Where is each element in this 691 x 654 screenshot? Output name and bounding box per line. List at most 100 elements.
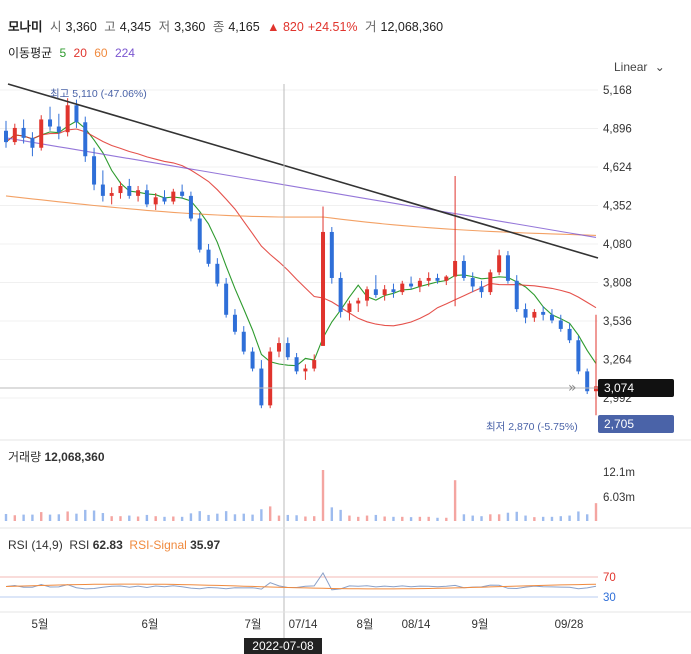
rsi-panel-lines <box>0 572 598 598</box>
volume-bar <box>295 515 298 521</box>
open-label: 시 <box>50 20 62 34</box>
high-label: 고 <box>104 20 116 34</box>
candle-body <box>470 277 475 287</box>
candle-body <box>532 311 537 318</box>
ma60-label: 60 <box>94 46 108 60</box>
volume-bar <box>436 517 439 521</box>
price-tick-label: 4,896 <box>603 124 632 136</box>
candle-body <box>30 137 35 148</box>
crosshair-date-tag: 2022-07-08 <box>244 638 322 654</box>
volume-bar <box>119 516 122 521</box>
candle-body <box>171 191 176 202</box>
volume-bar <box>57 514 61 521</box>
ma5-line <box>5 120 597 367</box>
candle-body <box>250 351 255 369</box>
rsi-axis-30: 30 <box>603 592 616 604</box>
ma20-line <box>5 128 597 327</box>
volume-panel-label: 거래량 <box>8 450 42 464</box>
scale-toggle-button[interactable]: Linear ⌄ <box>614 60 665 74</box>
x-axis: 5월 6월 7월 07/14 8월 08/14 9월 09/28 <box>32 618 584 631</box>
expand-icon[interactable]: » <box>568 380 577 396</box>
volume-bar <box>260 509 263 521</box>
candle-body <box>118 185 123 194</box>
volume-bar <box>313 516 316 521</box>
x-tick-label: 5월 <box>32 618 49 631</box>
price-grid <box>0 89 598 399</box>
volume-bar <box>163 516 166 521</box>
candle-body <box>241 331 246 352</box>
volume-bar <box>427 516 430 521</box>
price-tick-label: 4,352 <box>603 201 632 213</box>
rsi-params: RSI (14,9) <box>8 538 63 552</box>
volume-bar <box>445 517 448 521</box>
ma224-line <box>5 137 597 238</box>
volume-bar <box>506 512 510 521</box>
x-tick-label: 07/14 <box>289 619 318 631</box>
volume-bar <box>471 515 474 521</box>
candle-body <box>541 311 546 315</box>
rsi-signal-value: 35.97 <box>190 538 221 552</box>
volume-bar <box>339 509 342 521</box>
ma60-line <box>5 195 597 236</box>
candle-body <box>426 277 431 281</box>
candle-body <box>523 309 528 318</box>
volume-bar <box>348 515 351 521</box>
open-value: 3,360 <box>65 20 97 34</box>
volume-bar <box>365 515 369 521</box>
volume-bar <box>392 516 395 521</box>
volume-bar <box>286 514 289 521</box>
volume-bar <box>180 516 184 521</box>
candle-body <box>188 195 193 219</box>
candle-body <box>312 360 317 369</box>
volume-value: 12,068,360 <box>380 20 444 34</box>
candle-body <box>347 303 352 312</box>
candle-body <box>127 185 132 196</box>
price-axis: 5,168 4,896 4,624 4,352 4,080 3,808 3,536 3,264… <box>603 85 632 405</box>
candle-body <box>39 119 44 148</box>
volume-bar <box>480 516 483 521</box>
candle-body <box>514 280 519 310</box>
close-value: 4,165 <box>228 20 260 34</box>
change-value: ▲ 820 <box>267 20 304 34</box>
moving-average-lines <box>5 120 597 367</box>
volume-bar <box>198 511 201 521</box>
volume-bar <box>154 516 157 521</box>
candle-body <box>144 190 149 205</box>
candle-body <box>109 193 114 196</box>
volume-panel-title: 거래량 12,068,360 <box>8 448 105 465</box>
volume-bar <box>321 470 325 521</box>
ma-legend[interactable]: 이동평균 5 20 60 224 <box>8 44 139 61</box>
volume-bar <box>489 514 492 521</box>
candle-body <box>215 263 220 284</box>
price-tick-label: 4,080 <box>603 239 632 251</box>
candle-body <box>435 277 440 281</box>
low-label: 저 <box>158 20 171 34</box>
trend-line[interactable] <box>7 83 599 259</box>
x-tick-label: 08/14 <box>402 619 431 631</box>
x-tick-label: 8월 <box>357 618 374 631</box>
candle-body <box>356 300 361 304</box>
close-label: 종 <box>212 20 225 34</box>
candle-body <box>549 314 554 321</box>
candle-body <box>21 127 26 138</box>
volume-bar <box>594 503 598 521</box>
candle-body <box>373 289 378 295</box>
volume-bar <box>207 514 210 521</box>
volume-bar <box>533 517 536 521</box>
candle-body <box>180 191 185 196</box>
candle-body <box>206 249 211 264</box>
price-tick-label: 4,624 <box>603 162 632 174</box>
candle-body <box>268 351 273 406</box>
volume-bar <box>418 516 422 521</box>
volume-bar <box>268 506 272 521</box>
rsi-axis-70: 70 <box>603 572 616 584</box>
candle-body <box>162 197 167 202</box>
candle-body <box>276 343 281 352</box>
volume-bar <box>550 516 554 521</box>
ma5-label: 5 <box>59 46 67 60</box>
price-tick-label: 3,808 <box>603 278 632 290</box>
chevron-down-icon: ⌄ <box>654 60 665 74</box>
rsi-label: RSI <box>69 538 90 552</box>
candle-body <box>321 231 326 346</box>
